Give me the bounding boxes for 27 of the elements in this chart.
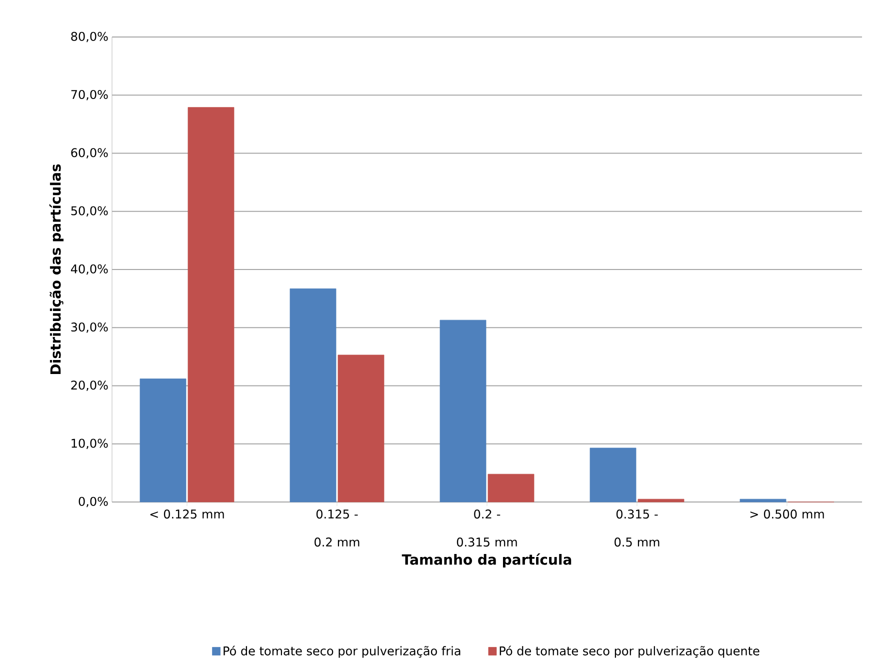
bar: [338, 354, 384, 502]
bar: [140, 378, 186, 502]
y-axis-title: Distribuição das partículas: [49, 164, 64, 374]
bar: [488, 474, 534, 502]
bar: [590, 448, 636, 502]
y-tick-label: 0,0%: [78, 496, 108, 508]
bar: [188, 107, 234, 502]
legend-label: Pó de tomate seco por pulverização fria: [224, 646, 460, 658]
category-label: 0.2 - 0.315 mm: [456, 510, 517, 547]
y-tick-label: 20,0%: [71, 380, 108, 391]
bar: [740, 498, 786, 502]
y-tick-label: 10,0%: [72, 438, 108, 450]
x-tick-label: > 0.500 mm: [750, 510, 824, 519]
category-label: 0.315 - 0.5 mm: [614, 510, 660, 547]
category-label: 0.125 - 0.2 mm: [314, 510, 360, 547]
x-tick-label: < 0.125 mm: [150, 510, 224, 519]
y-tick-label: 80,0%: [71, 32, 108, 42]
bar: [638, 498, 684, 502]
y-tick-label: 60,0%: [71, 148, 108, 158]
y-tick-label: 50,0%: [71, 206, 108, 217]
y-tick-label: 30,0%: [71, 322, 108, 333]
bar: [440, 320, 486, 502]
x-axis-title: Tamanho da partícula: [402, 553, 572, 568]
legend-label: Pó de tomate seco por pulverização quente: [500, 646, 760, 658]
bar: [290, 288, 336, 502]
y-tick-label: 70,0%: [71, 90, 108, 100]
y-tick-label: 40,0%: [70, 264, 108, 275]
